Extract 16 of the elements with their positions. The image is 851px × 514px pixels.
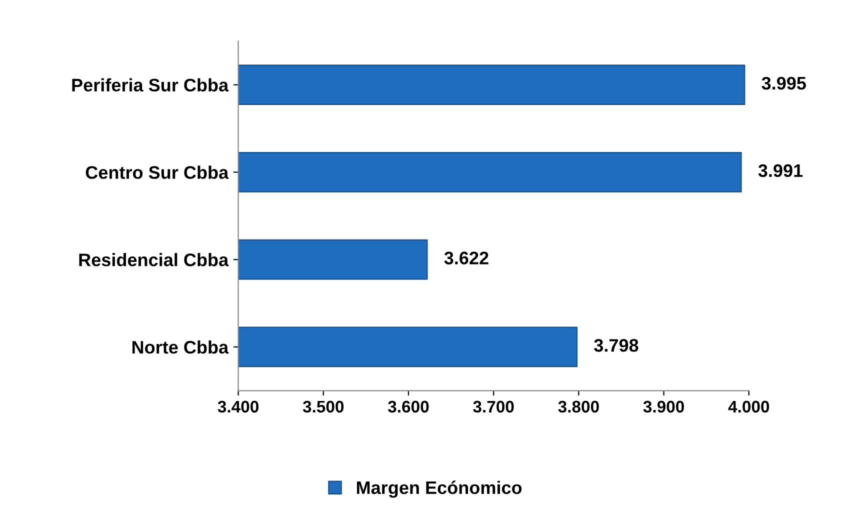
data-label: 3.995 [762, 76, 806, 90]
x-tick-label: 3.600 [388, 400, 429, 413]
x-tick-label: 3.500 [302, 400, 344, 413]
y-tick-label: Norte Cbba [132, 340, 229, 354]
x-tick-label: 3.800 [558, 400, 599, 413]
data-label: 3.622 [444, 252, 488, 264]
y-tick-label: Residencial Cbba [79, 253, 229, 266]
y-tick-label: Periferia Sur Cbba [72, 78, 229, 92]
x-tick-label: 3.700 [473, 400, 514, 413]
x-tick-label: 3.400 [218, 400, 258, 413]
x-tick-label: 4.000 [728, 400, 770, 413]
data-label: 3.798 [594, 339, 638, 352]
y-tick-label: Centro Sur Cbba [86, 166, 229, 179]
data-label: 3.991 [758, 164, 803, 178]
legend-label: Margen Ecónomico [356, 480, 522, 498]
x-tick-label: 3.900 [643, 400, 684, 413]
